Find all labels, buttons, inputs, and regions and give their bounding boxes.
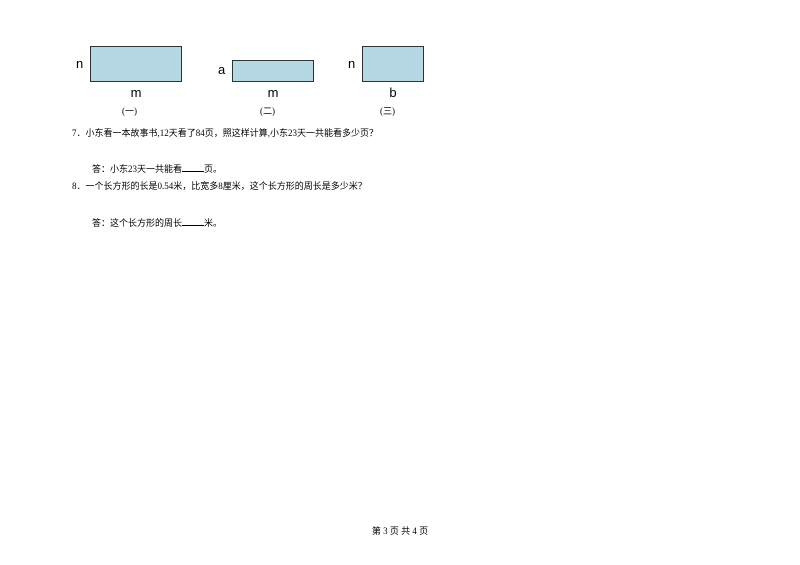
- page-content: n m a m n b (一) (二) (三) 7．小东看一本故事书,12天看了…: [72, 30, 512, 233]
- q7-answer-prefix: 答：小东23天一共能看: [92, 164, 182, 174]
- rect-3-bottom-label: b: [389, 85, 396, 100]
- q8-answer: 答：这个长方形的周长 米。: [92, 216, 512, 229]
- rect-3-left-label: n: [348, 56, 355, 71]
- rectangles-row: n m a m n b: [72, 30, 512, 82]
- q8-answer-prefix: 答：这个长方形的周长: [92, 218, 182, 228]
- caption-2: (二): [260, 104, 275, 117]
- rect-1-left-label: n: [76, 56, 83, 71]
- q8-blank: [182, 216, 204, 226]
- q8-num: 8．: [72, 181, 86, 191]
- rect-group-3: n b: [362, 46, 424, 82]
- q8-line: 8．一个长方形的长是0.54米，比宽多8厘米，这个长方形的周长是多少米？: [72, 179, 512, 193]
- rect-2-bottom-label: m: [268, 85, 279, 100]
- q7-answer: 答：小东23天一共能看 页。: [92, 162, 512, 175]
- rect-2: [232, 60, 314, 82]
- captions-row: (一) (二) (三): [72, 104, 512, 118]
- rect-3-wrap: n b: [362, 46, 424, 82]
- rect-1-bottom-label: m: [131, 85, 142, 100]
- q8-text: 一个长方形的长是0.54米，比宽多8厘米，这个长方形的周长是多少米？: [86, 181, 367, 191]
- q7-blank: [182, 162, 204, 172]
- rect-3: [362, 46, 424, 82]
- q7-line: 7．小东看一本故事书,12天看了84页，照这样计算,小东23天一共能看多少页？: [72, 126, 512, 140]
- rect-2-wrap: a m: [232, 60, 314, 82]
- rect-1-wrap: n m: [90, 46, 182, 82]
- q7-num: 7．: [72, 128, 86, 138]
- q7-text: 小东看一本故事书,12天看了84页，照这样计算,小东23天一共能看多少页？: [86, 128, 379, 138]
- caption-3: (三): [380, 104, 395, 117]
- rect-2-top-label: a: [218, 62, 225, 77]
- rect-group-1: n m: [90, 46, 182, 82]
- q7-answer-suffix: 页。: [204, 164, 222, 174]
- page-footer: 第 3 页 共 4 页: [0, 524, 800, 537]
- caption-1: (一): [122, 104, 137, 117]
- rect-1: [90, 46, 182, 82]
- q8-answer-suffix: 米。: [204, 218, 222, 228]
- rect-group-2: a m: [232, 60, 314, 82]
